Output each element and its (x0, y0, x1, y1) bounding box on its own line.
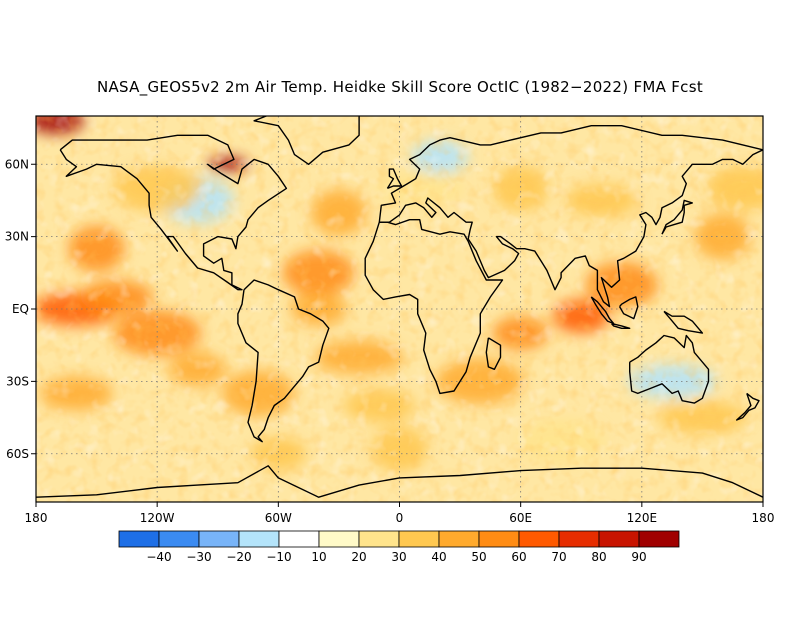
lat-tick-label: 30S (6, 374, 29, 388)
colorbar-swatch (438, 530, 480, 548)
coastline (379, 197, 473, 240)
longitude-axis: 180 120W 60W 0 60E 120E 180 (25, 502, 775, 525)
colorbar-label: 90 (631, 550, 646, 564)
colorbar-label: 70 (551, 550, 566, 564)
lon-tick-label: 120E (627, 511, 658, 525)
coastline (364, 218, 504, 395)
colorbar-swatch (558, 530, 600, 548)
chart-title: NASA_GEOS5v2 2m Air Temp. Heidke Skill S… (96, 78, 704, 96)
coastline (661, 199, 693, 235)
colorbar-swatch (358, 530, 400, 548)
colorbar-label: −30 (186, 550, 211, 564)
latitude-axis: 60N 30N EQ 30S 60S (5, 157, 36, 461)
texture-white (36, 116, 763, 502)
colorbar-label: 40 (431, 550, 446, 564)
coastline (618, 296, 639, 320)
colorbar-swatch (518, 530, 560, 548)
lat-tick-label: EQ (12, 302, 29, 316)
colorbar-label: −10 (266, 550, 291, 564)
colorbar-swatch (318, 530, 360, 548)
coastline (736, 392, 760, 421)
coastlines (36, 116, 763, 498)
lon-tick-label: 180 (25, 511, 48, 525)
colorbar-swatch (198, 530, 240, 548)
lat-tick-label: 30N (5, 230, 29, 244)
colorbar-label: 60 (511, 550, 526, 564)
colorbar-swatch (478, 530, 520, 548)
coastline (663, 310, 704, 334)
lon-tick-label: 180 (752, 511, 775, 525)
coastline (237, 279, 330, 443)
coastline (485, 337, 502, 370)
colorbar-swatch (598, 530, 640, 548)
coastline (610, 322, 631, 329)
colorbar-swatch (158, 530, 200, 548)
lon-tick-label: 120W (140, 511, 175, 525)
gridlines (36, 116, 763, 502)
colorbar-swatch (238, 530, 280, 548)
colorbar: −40 −30 −20 −10 10 20 30 40 50 60 70 80 90 (118, 530, 680, 564)
coastline (36, 465, 763, 498)
coastline (467, 149, 763, 308)
lon-tick-label: 60W (265, 511, 292, 525)
coastline (59, 134, 288, 291)
lat-tick-label: 60N (5, 157, 29, 171)
colorbar-label: −40 (146, 550, 171, 564)
colorbar-label: 20 (351, 550, 366, 564)
colorbar-swatch (118, 530, 160, 548)
coastline (629, 334, 710, 404)
lat-tick-label: 60S (6, 447, 29, 461)
coastline (378, 124, 763, 223)
lon-tick-label: 0 (396, 511, 404, 525)
colorbar-label: 30 (391, 550, 406, 564)
colorbar-swatch (398, 530, 440, 548)
colorbar-label: 50 (471, 550, 486, 564)
lon-tick-label: 60E (509, 511, 532, 525)
colorbar-swatch (278, 530, 320, 548)
colorbar-label: −20 (226, 550, 251, 564)
colorbar-label: 80 (591, 550, 606, 564)
coastline (386, 168, 403, 190)
coastline (253, 116, 360, 166)
colorbar-swatch (638, 530, 680, 548)
colorbar-label: 10 (311, 550, 326, 564)
